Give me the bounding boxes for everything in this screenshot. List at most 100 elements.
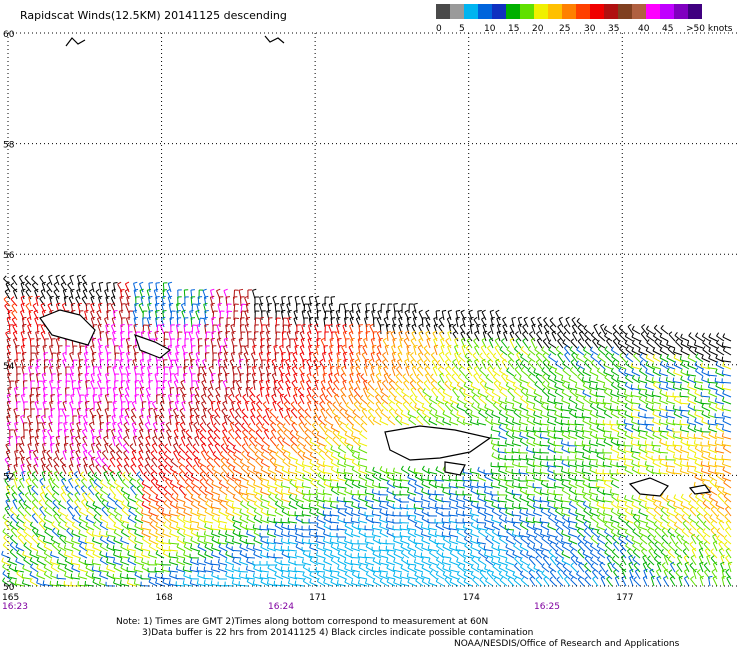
wind-barb-flag [54,463,58,467]
wind-barb [314,402,319,412]
wind-barb [316,310,319,321]
wind-barb-flag [672,432,675,437]
wind-barb-flag [334,372,338,376]
wind-barb [254,453,263,461]
wind-barb-flag [624,466,628,471]
wind-barb [535,354,543,363]
wind-barb [175,423,179,433]
wind-barb-flag [501,373,505,377]
wind-barb [631,450,641,454]
wind-barb [403,382,410,391]
wind-barb-flag [271,428,276,432]
wind-barb-flag [287,365,292,368]
wind-barb-flag [553,447,556,452]
wind-barb-flag [358,345,363,347]
wind-barb-flag [148,372,153,375]
wind-barb [462,479,473,482]
wind-barb [211,374,214,384]
wind-barb-flag [222,365,228,369]
wind-barb [600,325,606,335]
wind-barb-flag [480,344,485,348]
wind-barb-flag [564,352,569,356]
wind-barb-flag [179,407,184,411]
wind-barb [526,435,536,440]
wind-barb [680,429,690,433]
wind-barb-flag [474,358,479,362]
wind-barb-flag [562,366,566,371]
wind-barb [458,355,466,363]
wind-barb-flag [323,345,328,347]
wind-barb-flag [112,400,118,403]
wind-barb [310,447,319,454]
wind-barb-flag [42,428,47,431]
wind-barb-flag [133,316,139,319]
wind-barb [660,363,669,370]
wind-barb-flag [478,394,482,399]
wind-barb [42,437,46,447]
wind-barb [562,384,571,391]
wind-barb-flag [14,421,19,424]
wind-barb [7,311,11,321]
wind-barb-flag [300,344,305,348]
wind-barb-flag [259,316,265,319]
wind-barb-flag [134,352,139,354]
wind-barb-flag [477,466,480,471]
wind-barb-flag [238,351,243,354]
wind-barb [210,290,214,300]
wind-barb [349,325,354,335]
wind-barb [547,378,557,384]
wind-barb [680,458,690,461]
wind-barb [324,397,333,405]
wind-barb-flag [631,465,635,470]
wind-barb-flag [181,400,186,404]
wind-barb-flag [62,400,67,403]
wind-barb-flag [229,407,234,411]
wind-barb [207,438,214,447]
wind-barb [270,431,277,440]
wind-barb-flag [651,426,654,431]
wind-barb-flag [113,407,118,410]
wind-barb [145,444,151,454]
wind-barb [507,390,515,398]
wind-barb [333,396,340,405]
wind-barb-flag [680,438,683,443]
wind-barb [180,388,186,398]
wind-barb-flag [722,333,726,338]
wind-barb [297,389,305,398]
wind-barb [262,403,270,412]
wind-barb [281,360,284,370]
wind-barb [721,381,732,384]
wind-barb-flag [485,388,489,393]
wind-barb [260,462,270,468]
wind-barb [25,291,32,300]
wind-barb [577,327,585,335]
wind-barb-flag [287,316,292,319]
wind-barb [624,372,634,377]
wind-barb-flag [459,323,464,327]
wind-barb-flag [454,344,459,348]
wind-barb [15,416,18,426]
wind-barb-flag [189,309,194,312]
wind-barb-flag [297,387,302,391]
wind-barb-flag [429,409,433,414]
wind-barb [519,435,529,440]
wind-barb [148,311,151,321]
wind-barb-flag [92,414,97,417]
wind-barb [326,403,333,412]
wind-barb [18,277,25,286]
wind-barb-flag [283,429,287,434]
wind-barb [98,304,102,314]
wind-barb-flag [641,324,646,328]
colorbar-label: 20 [532,24,544,34]
wind-barb-flag [492,367,496,371]
wind-barb-flag [497,418,501,423]
wind-barb-flag [708,452,711,457]
wind-barb [666,386,676,391]
wind-barb [414,399,424,405]
colorbar-swatch [604,4,618,19]
wind-barb-flag [611,374,615,379]
wind-barb-flag [53,281,58,285]
wind-barb-flag [687,396,690,401]
wind-barb-flag [105,295,110,298]
wind-barb-flag [392,467,395,472]
